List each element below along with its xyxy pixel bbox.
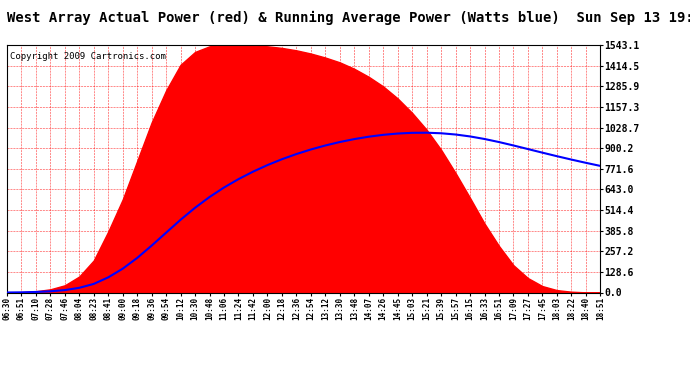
Text: West Array Actual Power (red) & Running Average Power (Watts blue)  Sun Sep 13 1: West Array Actual Power (red) & Running … — [7, 11, 690, 26]
Text: Copyright 2009 Cartronics.com: Copyright 2009 Cartronics.com — [10, 53, 166, 62]
